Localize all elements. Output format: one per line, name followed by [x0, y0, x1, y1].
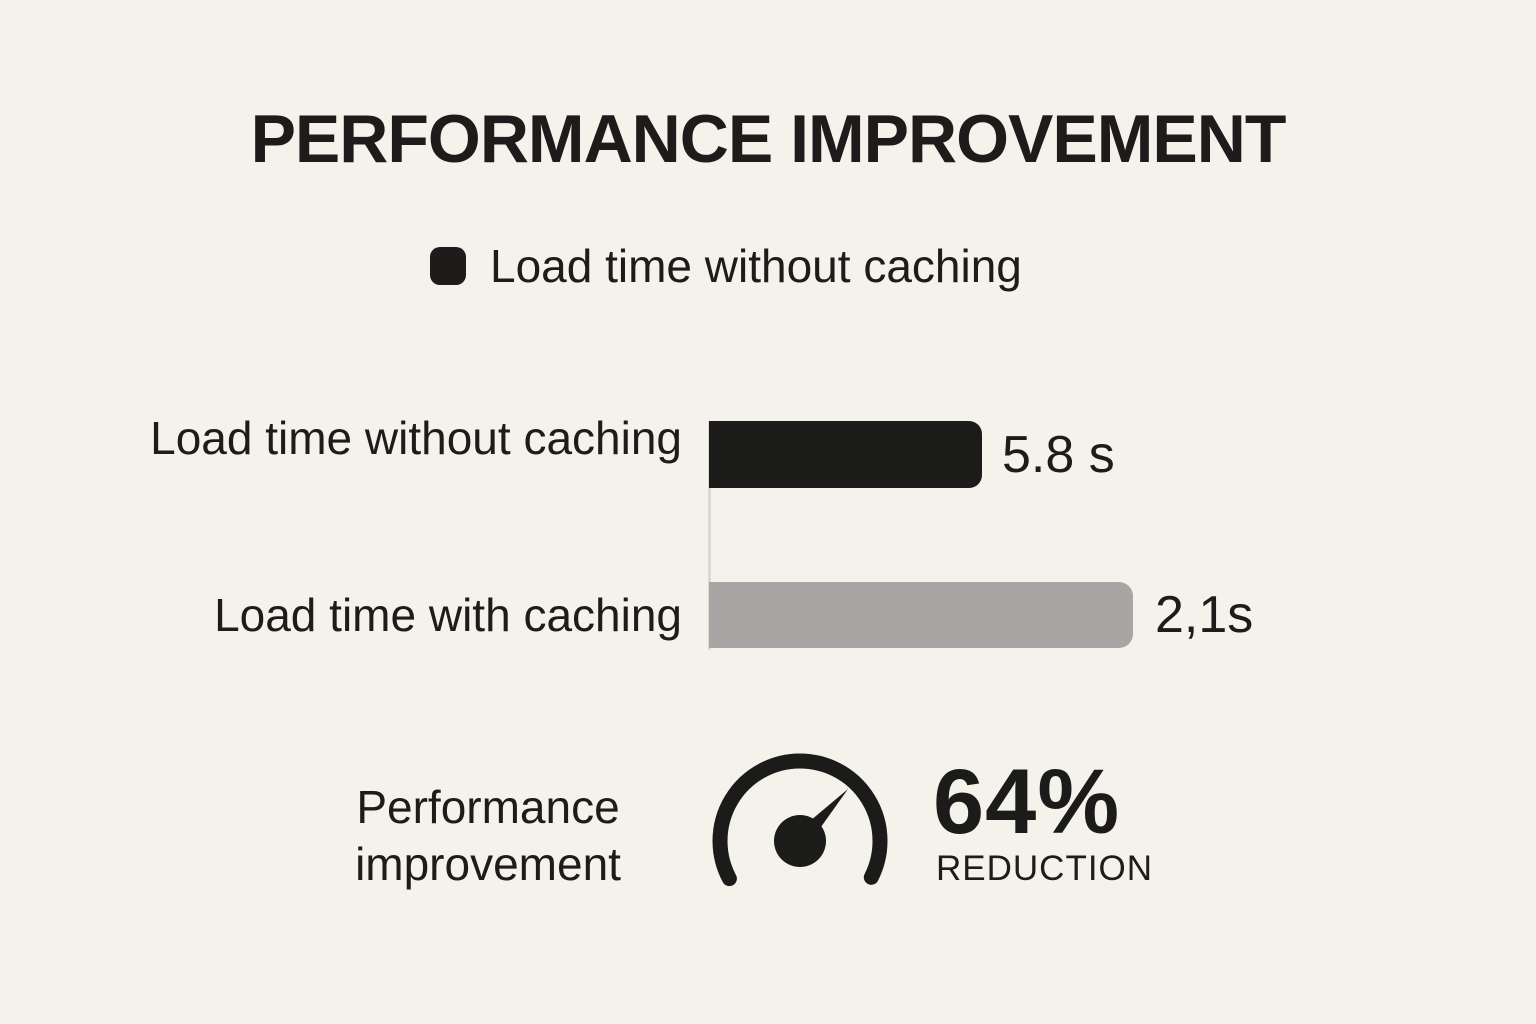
performance-label-line1: Performance	[356, 781, 620, 833]
legend-swatch	[430, 247, 466, 285]
bar-without-caching	[709, 421, 982, 488]
performance-label-line2: improvement	[355, 838, 621, 890]
reduction-caption: REDUCTION	[936, 849, 1154, 888]
legend: Load time without caching	[430, 240, 1022, 292]
bar-value-without-caching: 5.8 s	[1002, 425, 1115, 484]
bar-label-with-caching: Load time with caching	[214, 589, 682, 641]
bar-label-without-caching: Load time without caching	[150, 412, 682, 464]
legend-label: Load time without caching	[490, 240, 1022, 292]
bar-with-caching	[709, 582, 1133, 648]
page-title: PERFORMANCE IMPROVEMENT	[250, 101, 1287, 177]
performance-improvement-label: Performance improvement	[318, 779, 658, 893]
speedometer-icon	[712, 753, 888, 887]
axis-line	[708, 421, 711, 650]
reduction-percentage: 64%	[933, 751, 1121, 853]
bar-value-with-caching: 2,1s	[1155, 586, 1254, 644]
